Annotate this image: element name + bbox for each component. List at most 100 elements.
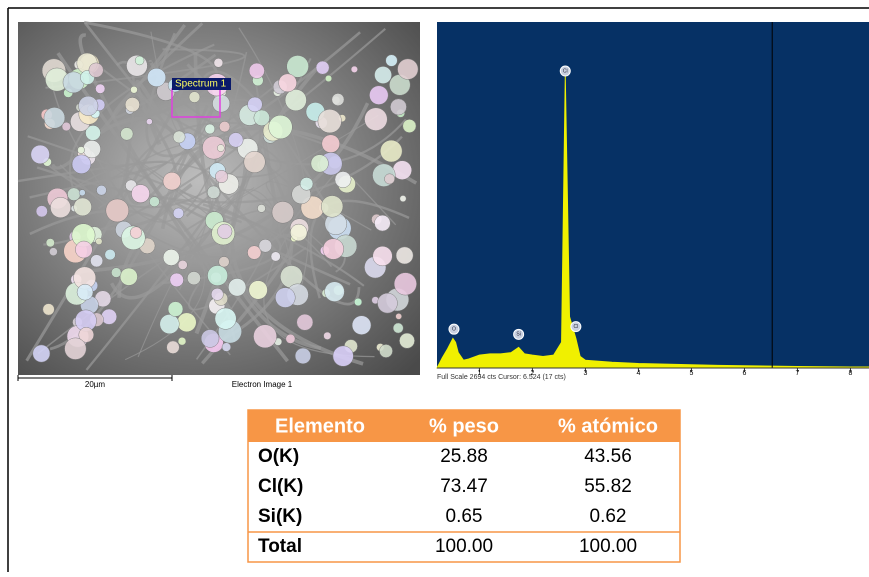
- particle: [284, 89, 307, 112]
- peak-label: Cl: [563, 68, 568, 74]
- particle: [204, 123, 216, 135]
- particle: [45, 238, 55, 248]
- particle: [212, 94, 231, 113]
- particle: [331, 93, 345, 106]
- particle: [78, 95, 99, 116]
- particle: [384, 173, 396, 185]
- table-border: [247, 409, 681, 563]
- particle: [30, 144, 50, 165]
- fiber: [174, 200, 351, 286]
- particle: [134, 55, 145, 66]
- particle: [364, 107, 388, 131]
- sem-image: [17, 20, 420, 375]
- particle: [96, 184, 107, 196]
- spectrum-area: [436, 76, 869, 369]
- peak-marker: [513, 328, 525, 340]
- particle: [147, 67, 167, 87]
- particle: [129, 226, 143, 239]
- particle: [159, 314, 180, 335]
- particle: [310, 154, 329, 173]
- particle: [207, 265, 228, 286]
- particle: [385, 54, 398, 67]
- particle: [321, 195, 344, 218]
- particle: [285, 333, 296, 344]
- particle: [393, 272, 417, 296]
- particle: [248, 62, 265, 79]
- scale-label: 20µm: [85, 380, 106, 389]
- particle: [149, 196, 160, 207]
- table-cell: 55.82: [584, 476, 632, 497]
- particle: [332, 345, 354, 367]
- particle: [78, 189, 86, 197]
- x-tick-label: 3: [583, 370, 587, 377]
- peak-marker: [559, 65, 571, 77]
- particle: [124, 97, 140, 113]
- particle: [392, 322, 404, 334]
- particle: [172, 130, 186, 144]
- peak-label: O: [452, 327, 456, 333]
- particle: [296, 313, 314, 331]
- region-label-bg: [172, 78, 231, 90]
- particle: [43, 107, 66, 129]
- particle: [206, 185, 221, 199]
- table-header-cell: % peso: [429, 415, 499, 437]
- fiber: [59, 164, 317, 258]
- particle: [299, 177, 314, 191]
- particle: [247, 96, 263, 113]
- x-tick-label: 5: [689, 370, 693, 377]
- fiber: [79, 102, 370, 274]
- particle: [95, 237, 103, 245]
- particle: [130, 85, 138, 94]
- particle: [286, 55, 309, 78]
- particle: [146, 118, 153, 125]
- particle: [49, 247, 58, 256]
- particle: [215, 169, 229, 184]
- particle: [210, 287, 224, 301]
- plot-background: [437, 22, 869, 368]
- particle: [257, 204, 266, 213]
- particle: [323, 331, 332, 340]
- particle: [315, 60, 330, 75]
- particle: [217, 223, 233, 239]
- particle: [374, 214, 391, 232]
- table-header-cell: Elemento: [275, 415, 365, 437]
- particle: [42, 303, 55, 316]
- particle: [372, 246, 393, 267]
- particle: [354, 297, 363, 307]
- fiber: [351, 176, 396, 225]
- particle: [82, 140, 101, 159]
- x-tick-label: 7: [795, 370, 799, 377]
- particle: [228, 132, 244, 148]
- particle: [213, 58, 224, 68]
- results-table: Elemento % peso % atómico O(K) 25.88 43.56 Cl(…: [247, 409, 681, 563]
- particle: [253, 109, 270, 127]
- particle: [214, 307, 237, 330]
- particle: [172, 207, 185, 219]
- particle: [162, 171, 182, 191]
- particle: [258, 238, 273, 253]
- particle: [350, 65, 358, 73]
- peak-marker: [448, 323, 460, 335]
- particle: [216, 144, 225, 152]
- particle: [270, 251, 281, 262]
- particle: [186, 271, 201, 286]
- particle: [219, 121, 231, 133]
- particle: [166, 340, 180, 354]
- particle: [67, 187, 81, 201]
- particle: [351, 315, 372, 335]
- particle: [73, 197, 92, 217]
- table-cell: 100.00: [579, 536, 637, 557]
- table-cell: 73.47: [440, 476, 488, 497]
- particle: [85, 125, 101, 141]
- x-tick-label: 2: [530, 370, 534, 377]
- particle: [162, 249, 180, 266]
- particle: [322, 238, 344, 260]
- particle: [399, 332, 415, 349]
- table-cell: 100.00: [435, 536, 493, 557]
- table-cell: O(K): [258, 446, 299, 467]
- particle: [188, 91, 201, 103]
- particle: [221, 342, 232, 352]
- particle: [397, 58, 419, 80]
- particle: [271, 201, 295, 224]
- region-label: Spectrum 1: [175, 79, 227, 90]
